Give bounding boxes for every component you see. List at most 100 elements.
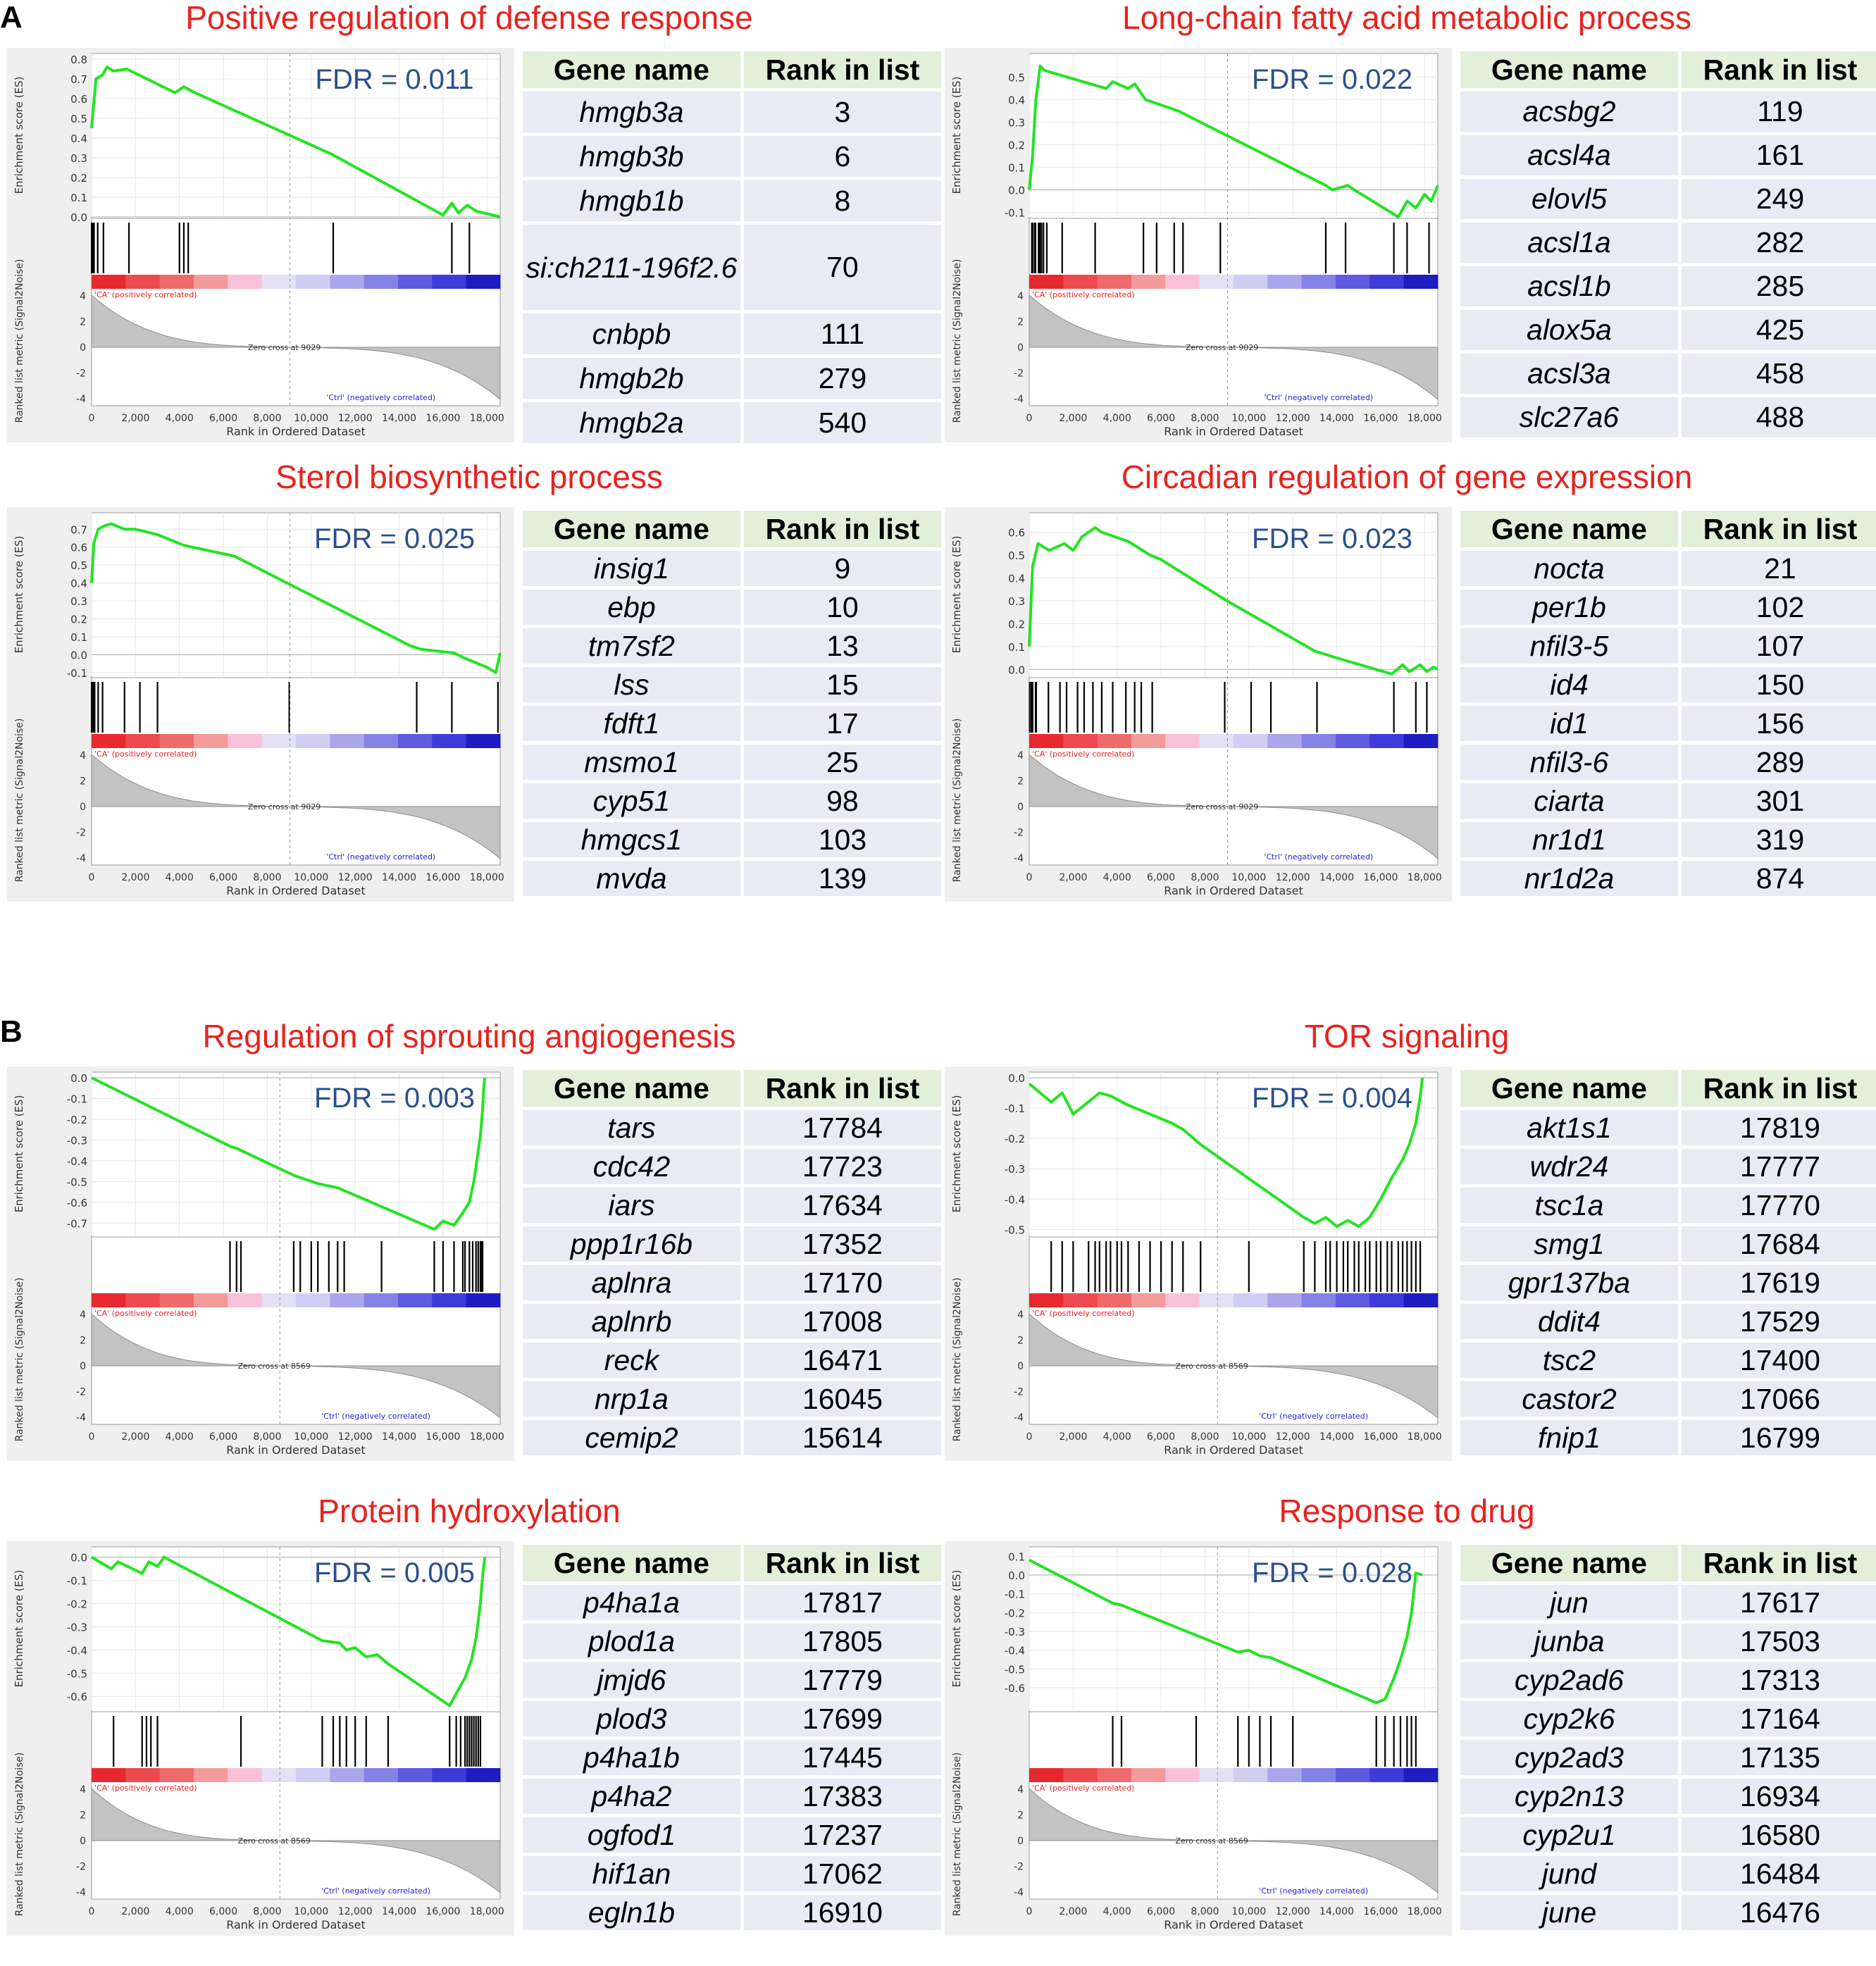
es-tick-label: -0.6 [67,1691,87,1703]
table-row: p4ha1b 17445 [523,1740,941,1775]
table-row: tm7sf2 13 [523,628,941,664]
rank-color-band [1403,1768,1439,1782]
negatively-correlated-label: 'Ctrl' (negatively correlated) [1264,393,1373,402]
rank-cell: 16476 [1681,1895,1876,1930]
table-header-row: Gene name Rank in list [523,51,941,88]
table-row: nr1d2a 874 [1460,861,1876,896]
metric-axis-label: Ranked list metric (Signal2Noise) [952,718,963,883]
fdr-label: FDR = 0.022 [1252,64,1412,95]
rank-cell: 319 [1681,822,1876,857]
es-tick-label: 0.2 [1008,139,1025,152]
gene-table: Gene name Rank in list tars 17784 cdc42 17723… [523,1066,941,1459]
rank-color-band [1267,1768,1303,1782]
metric-tick-label: 0 [1017,802,1024,813]
gene-name-cell: nr1d2a [1460,861,1682,896]
rank-cell: 17383 [743,1779,941,1814]
rank-color-band [466,1293,501,1307]
gene-name-cell: insig1 [523,551,744,586]
x-tick-label: 8,000 [253,872,281,883]
rank-color-band [159,734,194,748]
rank-color-band [194,275,228,289]
table-row: cemip2 15614 [523,1420,941,1455]
rank-color-band [364,1293,399,1307]
rank-cell: 102 [1681,590,1876,625]
gene-name-cell: hmgcs1 [523,822,744,857]
fdr-label: FDR = 0.023 [1252,523,1412,554]
table-row: acsl3a 458 [1460,354,1876,394]
rank-color-band [1336,275,1370,289]
table-row: cyp2ad6 17313 [1460,1662,1876,1698]
rank-color-band [194,1768,228,1782]
rank-color-band [1199,275,1234,289]
es-tick-label: 0.3 [1008,595,1025,608]
rank-color-band [398,734,433,748]
x-tick-label: 2,000 [1059,872,1087,883]
rank-cell: 16580 [1681,1817,1876,1853]
zero-cross-label: Zero cross at 9029 [1186,802,1258,811]
table-row: si:ch211-196f2.6 70 [523,225,941,310]
table-row: p4ha2 17383 [523,1779,941,1814]
gene-name-cell: tsc2 [1460,1343,1682,1378]
gene-name-cell: tm7sf2 [523,628,744,664]
rank-color-band [330,1293,365,1307]
x-tick-label: 10,000 [294,1431,328,1443]
x-tick-label: 6,000 [1147,413,1175,424]
rank-color-band [1029,1768,1064,1782]
x-tick-label: 8,000 [253,413,281,424]
x-tick-label: 2,000 [121,1906,149,1917]
fdr-label: FDR = 0.025 [314,523,475,554]
x-axis-label: Rank in Ordered Dataset [226,425,366,438]
rank-cell: 16471 [743,1343,941,1378]
x-tick-label: 14,000 [1319,413,1354,424]
x-tick-label: 10,000 [294,413,328,424]
table-row: jmjd6 17779 [523,1662,941,1698]
es-tick-label: 0.0 [70,1552,87,1564]
x-tick-label: 8,000 [253,1431,281,1443]
metric-tick-label: 0 [80,1836,86,1847]
rank-color-band [1029,1293,1064,1307]
rank-cell: 21 [1681,551,1876,586]
rank-color-band [1199,734,1234,748]
es-curve [1028,1077,1424,1228]
rank-color-band [296,734,330,748]
gene-table: Gene name Rank in list acsbg2 119 acsl4a 161 e… [1460,48,1876,441]
es-tick-label: 0.2 [70,172,87,185]
rank-cell: 103 [743,822,941,857]
es-tick-label: 0.4 [70,132,87,145]
x-tick-label: 0 [1026,872,1033,883]
rank-cell: 874 [1681,861,1876,896]
x-tick-label: 6,000 [209,413,237,424]
rank-cell: 17819 [1681,1110,1876,1145]
x-tick-label: 14,000 [382,1431,416,1443]
x-tick-label: 4,000 [166,1431,194,1443]
gene-name-cell: hmgb2a [523,402,744,443]
es-tick-label: 0.1 [70,192,87,204]
es-tick-label: 0.0 [1008,185,1025,197]
x-tick-label: 10,000 [1231,413,1266,424]
rank-color-band [398,1293,433,1307]
rank-color-band [1097,1768,1132,1782]
es-curve [1028,526,1439,676]
zero-cross-label: Zero cross at 8569 [1176,1362,1248,1371]
table-row: fdft1 17 [523,706,941,741]
gsea-panel: Response to drug -0.6 -0.5 -0.4 -0.3 -0.2 -0.1… [938,1493,1876,1958]
es-tick-label: 0.0 [70,211,87,224]
gene-name-cell: id1 [1460,706,1682,741]
rank-color-band [261,275,297,289]
rank-color-band [1029,734,1064,748]
table-row: gpr137ba 17619 [1460,1265,1876,1300]
table-row: castor2 17066 [1460,1381,1876,1417]
gene-name-cell: cyp2ad6 [1460,1662,1682,1698]
table-row: acsl4a 161 [1460,135,1876,175]
table-row: ddit4 17529 [1460,1304,1876,1339]
rank-color-band [1234,1293,1268,1307]
metric-tick-label: -4 [76,1887,86,1898]
rank-color-band [432,734,467,748]
rank-color-band [432,1768,467,1782]
gene-table: Gene name Rank in list hmgb3a 3 hmgb3b 6 hmgb1… [523,48,941,447]
metric-tick-label: 2 [1017,776,1024,788]
rank-color-band [1029,275,1064,289]
es-tick-label: -0.3 [1005,1163,1025,1176]
rank-color-band [1131,275,1166,289]
gene-name-header: Gene name [1460,1070,1682,1107]
